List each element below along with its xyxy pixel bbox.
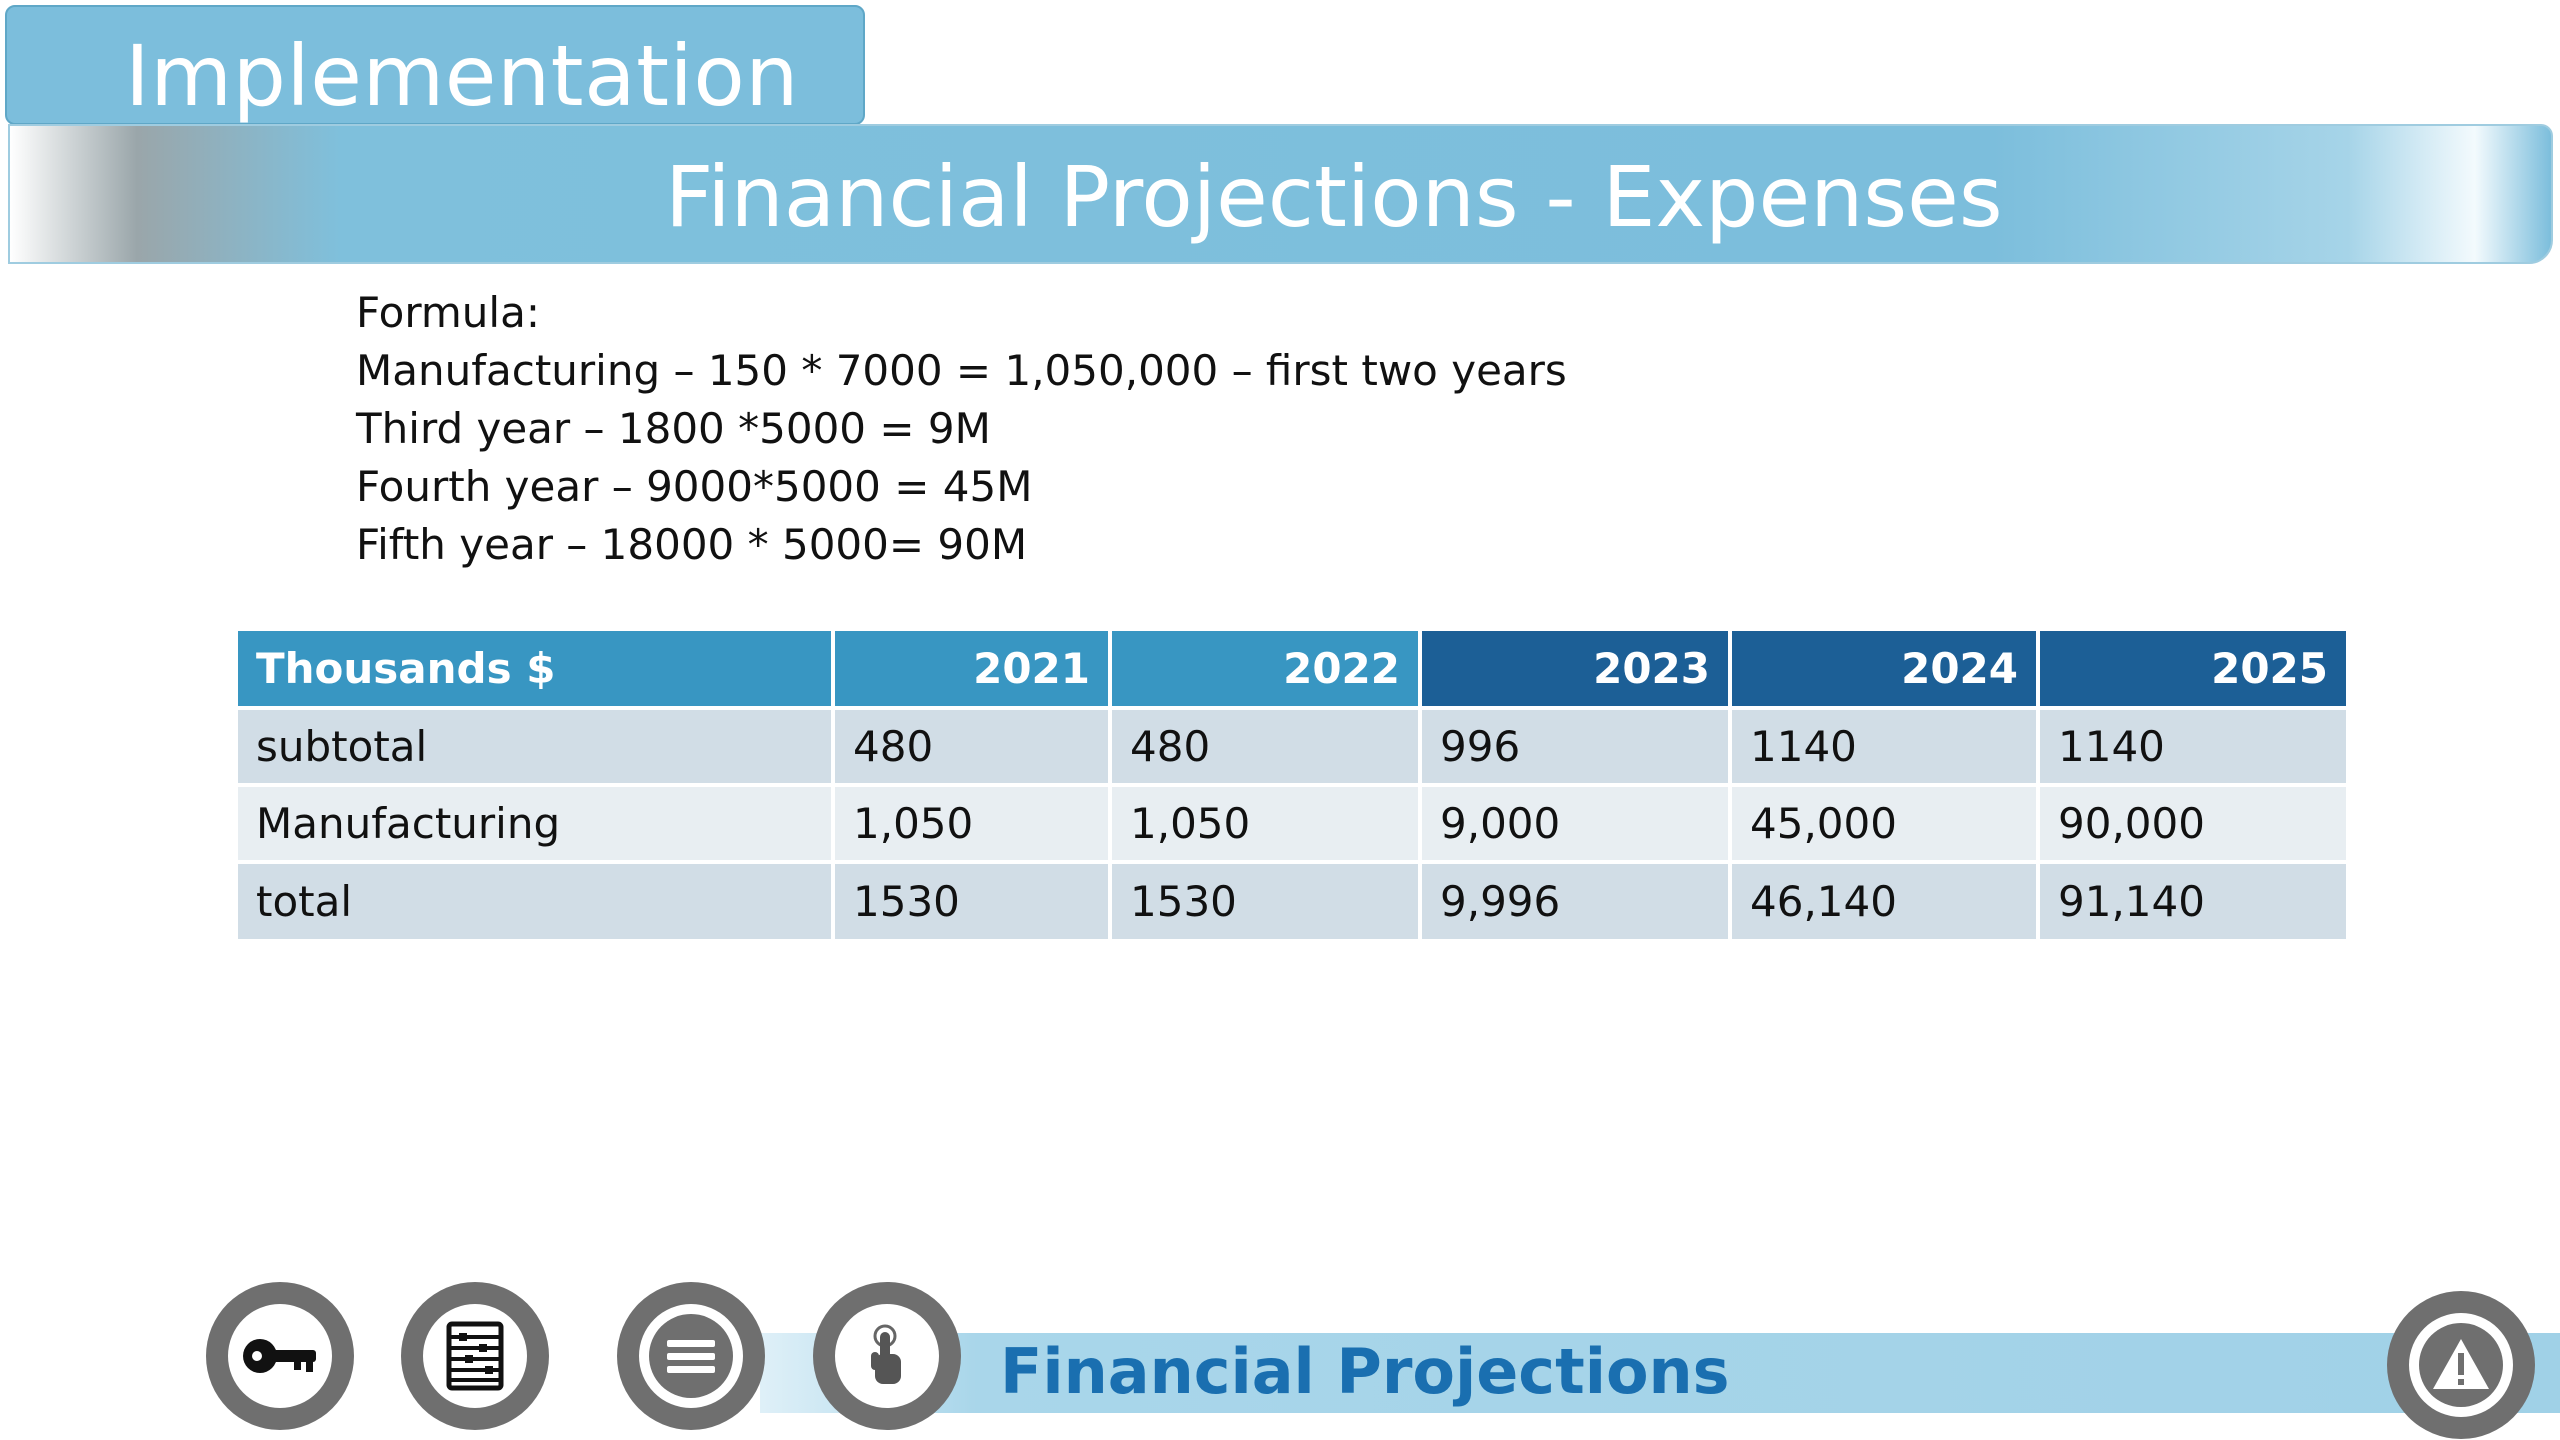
table-cell: 480 [1108, 706, 1420, 785]
table-cell: 1530 [831, 860, 1110, 939]
footer-label: Financial Projections [1000, 1335, 1730, 1408]
menu-button[interactable] [617, 1282, 765, 1430]
column-header-2022: 2022 [1108, 631, 1420, 708]
touch-icon [871, 1324, 901, 1384]
table-row: total 1530 1530 9,996 46,140 91,140 [238, 860, 2346, 939]
footer-bar: Financial Projections [760, 1333, 2560, 1413]
section-title: Implementation [125, 27, 799, 125]
formula-line: Third year – 1800 *5000 = 9M [356, 404, 991, 453]
table-cell: 1,050 [1108, 783, 1420, 862]
table-cell: 996 [1418, 706, 1730, 785]
row-label: subtotal [238, 706, 833, 785]
section-tab: Implementation [5, 5, 865, 125]
column-header-2023: 2023 [1418, 631, 1730, 708]
abacus-icon [446, 1321, 504, 1391]
row-label: Manufacturing [238, 783, 833, 862]
calculator-button[interactable] [401, 1282, 549, 1430]
table-cell: 91,140 [2036, 860, 2346, 939]
table-cell: 46,140 [1728, 860, 2038, 939]
column-header-label: Thousands $ [238, 631, 833, 708]
key-icon [243, 1339, 316, 1373]
expenses-table: Thousands $ 2021 2022 2023 2024 2025 sub… [238, 631, 2346, 939]
table-row: Manufacturing 1,050 1,050 9,000 45,000 9… [238, 783, 2346, 862]
table-cell: 9,000 [1418, 783, 1730, 862]
warning-button[interactable] [2387, 1291, 2535, 1439]
menu-icon [649, 1314, 733, 1398]
table-cell: 9,996 [1418, 860, 1730, 939]
table-row: subtotal 480 480 996 1140 1140 [238, 706, 2346, 785]
column-header-2021: 2021 [831, 631, 1110, 708]
formula-line: Manufacturing – 150 * 7000 = 1,050,000 –… [356, 346, 1567, 395]
formula-line: Fourth year – 9000*5000 = 45M [356, 462, 1033, 511]
table-cell: 1140 [2036, 706, 2346, 785]
table-cell: 1530 [1108, 860, 1420, 939]
table-header-row: Thousands $ 2021 2022 2023 2024 2025 [238, 631, 2346, 708]
key-button[interactable] [206, 1282, 354, 1430]
row-label: total [238, 860, 833, 939]
table-cell: 45,000 [1728, 783, 2038, 862]
touch-button[interactable] [813, 1282, 961, 1430]
column-header-2024: 2024 [1728, 631, 2038, 708]
table-cell: 480 [831, 706, 1110, 785]
table-cell: 1140 [1728, 706, 2038, 785]
column-header-2025: 2025 [2036, 631, 2346, 708]
table-cell: 1,050 [831, 783, 1110, 862]
formula-block: Formula: Manufacturing – 150 * 7000 = 1,… [356, 284, 1567, 574]
formula-heading: Formula: [356, 288, 540, 337]
title-bar: Financial Projections - Expenses [8, 124, 2553, 264]
table-cell: 90,000 [2036, 783, 2346, 862]
page-title: Financial Projections - Expenses [665, 148, 2003, 246]
warning-icon [2419, 1323, 2503, 1407]
formula-line: Fifth year – 18000 * 5000= 90M [356, 520, 1028, 569]
